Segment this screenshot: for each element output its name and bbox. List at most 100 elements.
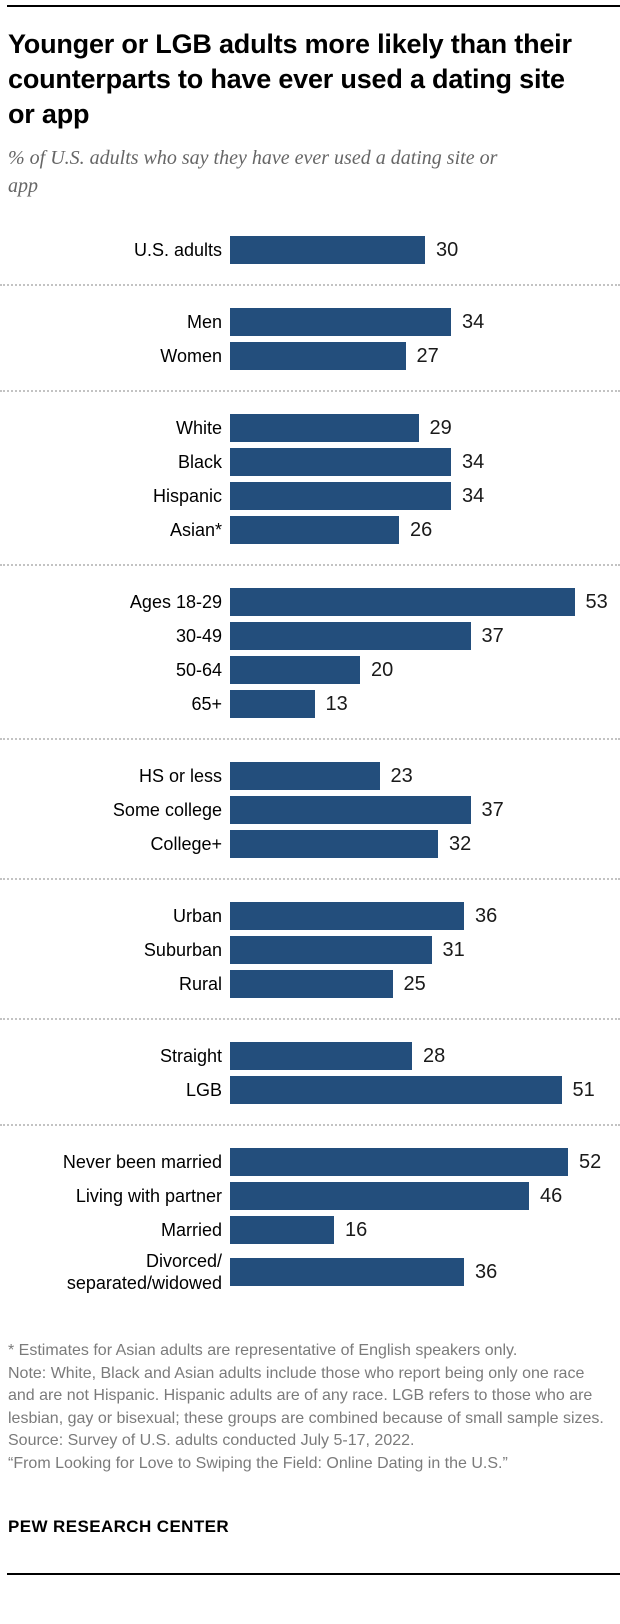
category-label: Asian* <box>169 520 222 540</box>
value-label: 23 <box>390 764 413 787</box>
bar <box>230 622 471 650</box>
footnote-line: * Estimates for Asian adults are represe… <box>8 1342 518 1359</box>
category-label: U.S. adults <box>133 240 222 260</box>
bar <box>230 1258 464 1286</box>
category-label: 30-49 <box>175 626 222 646</box>
bar <box>230 1182 529 1210</box>
value-label: 51 <box>572 1078 595 1101</box>
bar-row: Women 27 <box>8 342 620 370</box>
bar-group: Men 34 Women 27 <box>0 284 620 390</box>
category-label: College+ <box>150 834 222 854</box>
top-rule <box>7 5 620 7</box>
category-label: Straight <box>159 1046 222 1066</box>
bar <box>230 936 432 964</box>
footnote-line: Note: White, Black and Asian adults incl… <box>8 1364 604 1427</box>
value-label: 20 <box>371 658 394 681</box>
bar-row: Straight 28 <box>8 1042 620 1070</box>
bar <box>230 1148 568 1176</box>
category-label: Urban <box>172 906 222 926</box>
bar <box>230 308 451 336</box>
footnotes: * Estimates for Asian adults are represe… <box>8 1340 612 1475</box>
value-label: 36 <box>475 904 498 927</box>
category-label: Hispanic <box>152 486 222 506</box>
bar-row: Married 16 <box>8 1216 620 1244</box>
bar <box>230 342 406 370</box>
value-label: 37 <box>481 624 504 647</box>
value-label: 27 <box>416 344 439 367</box>
bar-row: Some college 37 <box>8 796 620 824</box>
category-label: Ages 18-29 <box>129 592 222 612</box>
bar-row: Men 34 <box>8 308 620 336</box>
value-label: 26 <box>410 518 433 541</box>
bar-row: Divorced/ separated/widowed 36 <box>8 1250 620 1294</box>
category-label: Some college <box>112 800 222 820</box>
category-label: Women <box>160 346 222 366</box>
bar-row: 50-64 20 <box>8 656 620 684</box>
bar-row: Asian* 26 <box>8 516 620 544</box>
bar <box>230 516 399 544</box>
value-label: 25 <box>403 972 426 995</box>
value-label: 37 <box>481 798 504 821</box>
category-label: Black <box>177 452 222 472</box>
category-label: Men <box>186 312 222 332</box>
bar-group: U.S. adults 30 <box>0 236 620 284</box>
value-label: 53 <box>585 590 608 613</box>
bar <box>230 1216 334 1244</box>
bar-row: U.S. adults 30 <box>8 236 620 264</box>
value-label: 36 <box>475 1260 498 1283</box>
bar <box>230 236 425 264</box>
category-label: Divorced/ separated/widowed <box>66 1251 222 1293</box>
value-label: 34 <box>462 484 485 507</box>
chart-subtitle: % of U.S. adults who say they have ever … <box>8 147 498 197</box>
value-label: 29 <box>429 416 452 439</box>
bar <box>230 482 451 510</box>
bar-row: HS or less 23 <box>8 762 620 790</box>
bar <box>230 830 438 858</box>
value-label: 46 <box>540 1184 563 1207</box>
bar <box>230 448 451 476</box>
bar-row: Urban 36 <box>8 902 620 930</box>
bar-row: Suburban 31 <box>8 936 620 964</box>
bar <box>230 970 393 998</box>
category-label: Rural <box>178 974 222 994</box>
bar <box>230 690 315 718</box>
bar-row: 30-49 37 <box>8 622 620 650</box>
bar-row: Ages 18-29 53 <box>8 588 620 616</box>
bar <box>230 588 575 616</box>
value-label: 16 <box>345 1218 368 1241</box>
category-label: Suburban <box>143 940 222 960</box>
footnote-line: Source: Survey of U.S. adults conducted … <box>8 1432 415 1449</box>
bar-row: Living with partner 46 <box>8 1182 620 1210</box>
value-label: 52 <box>579 1150 602 1173</box>
bar <box>230 902 464 930</box>
value-label: 13 <box>325 692 348 715</box>
bar <box>230 1042 412 1070</box>
category-label: Living with partner <box>75 1186 222 1206</box>
footnote-line: “From Looking for Love to Swiping the Fi… <box>8 1454 508 1472</box>
category-label: Never been married <box>62 1152 222 1172</box>
category-label: HS or less <box>138 766 222 786</box>
category-label: 65+ <box>191 694 222 714</box>
value-label: 32 <box>449 832 472 855</box>
bar-group: HS or less 23 Some college 37 College+ 32 <box>0 738 620 878</box>
bar-group: Ages 18-29 53 30-49 37 50-64 20 65+ 13 <box>0 564 620 738</box>
bar-group: Straight 28 LGB 51 <box>0 1018 620 1124</box>
header: Younger or LGB adults more likely than t… <box>0 27 620 200</box>
bottom-rule <box>7 1573 620 1575</box>
bar-row: White 29 <box>8 414 620 442</box>
value-label: 28 <box>423 1044 446 1067</box>
value-label: 34 <box>462 450 485 473</box>
bar-group: White 29 Black 34 Hispanic 34 Asian* 26 <box>0 390 620 564</box>
bar-row: College+ 32 <box>8 830 620 858</box>
category-label: Married <box>160 1220 222 1240</box>
page-title: Younger or LGB adults more likely than t… <box>8 29 572 129</box>
bar <box>230 1076 562 1104</box>
bar-group: Urban 36 Suburban 31 Rural 25 <box>0 878 620 1018</box>
value-label: 30 <box>436 238 459 261</box>
category-label: White <box>175 418 222 438</box>
value-label: 34 <box>462 310 485 333</box>
bar-chart: U.S. adults 30 Men 34 Women 27 White 29 Black 34 H… <box>0 236 620 1314</box>
category-label: 50-64 <box>175 660 222 680</box>
brand-label: PEW RESEARCH CENTER <box>8 1517 230 1536</box>
bar <box>230 796 471 824</box>
